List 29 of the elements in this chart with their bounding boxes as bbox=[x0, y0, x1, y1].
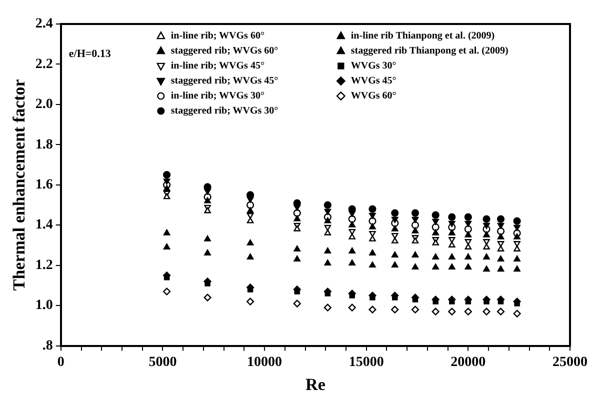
legend-label: staggered rib; WVGs 60° bbox=[170, 46, 278, 57]
x-tick-label: 10000 bbox=[247, 354, 282, 370]
legend-label: WVGs 60° bbox=[350, 90, 396, 102]
legend-label: in-line rib; WVGs 30° bbox=[170, 90, 264, 102]
y-tick-label: 1.6 bbox=[35, 178, 53, 193]
legend-label: staggered rib Thianpong et al. (2009) bbox=[350, 46, 508, 57]
legend-label: in-line rib; WVGs 60° bbox=[170, 30, 264, 42]
y-tick-label: 2.0 bbox=[35, 97, 53, 112]
y-tick-label: 1.0 bbox=[35, 298, 53, 314]
y-tick-label: 1.8 bbox=[35, 137, 53, 152]
legend-label: in-line rib Thianpong et al. (2009) bbox=[350, 30, 495, 42]
y-tick-label: 2.4 bbox=[35, 16, 53, 32]
x-tick-label: 15000 bbox=[348, 354, 384, 370]
x-tick-label: 20000 bbox=[450, 354, 486, 370]
x-axis-title: Re bbox=[306, 375, 326, 394]
legend-label: WVGs 45° bbox=[350, 76, 396, 87]
annotation: e/H=0.13 bbox=[68, 48, 112, 60]
x-tick-label: 25000 bbox=[552, 354, 588, 370]
y-tick-label: .8 bbox=[42, 338, 53, 354]
y-axis-title: Thermal enhancement factor bbox=[10, 78, 29, 291]
y-tick-label: 1.2 bbox=[35, 258, 53, 273]
legend-label: WVGs 30° bbox=[350, 60, 396, 72]
y-tick-label: 1.4 bbox=[35, 218, 53, 233]
y-tick-label: 2.2 bbox=[35, 56, 53, 72]
legend-label: staggered rib; WVGs 30° bbox=[170, 106, 278, 117]
x-tick-label: 5000 bbox=[148, 354, 177, 370]
legend-label: staggered rib; WVGs 45° bbox=[170, 76, 278, 87]
legend-label: in-line rib; WVGs 45° bbox=[170, 60, 264, 72]
x-tick-label: 0 bbox=[57, 354, 64, 370]
